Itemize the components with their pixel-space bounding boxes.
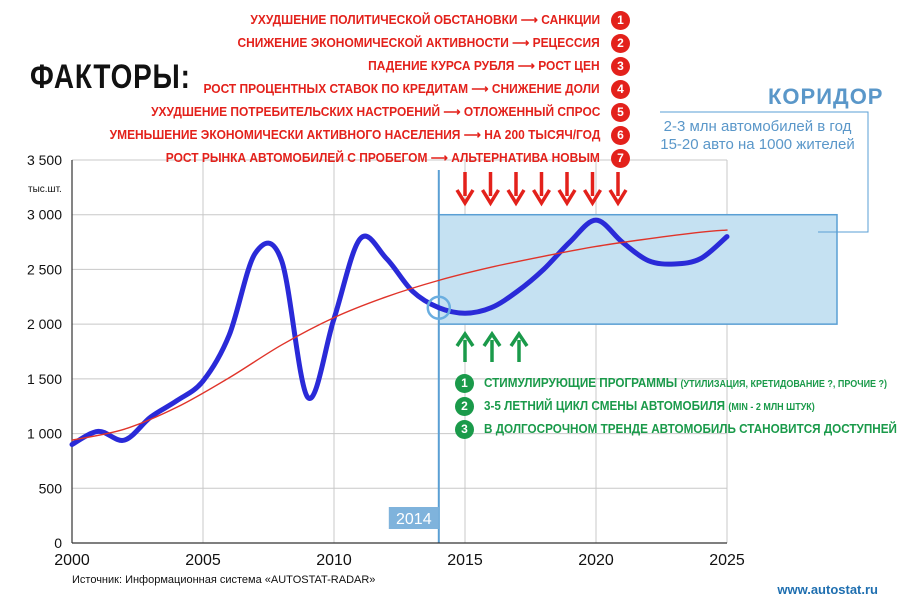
positive-factor-2: 3-5 ЛЕТНИЙ ЦИКЛ СМЕНЫ АВТОМОБИЛЯ (MIN - … [484, 398, 815, 413]
positive-factor-number: 1 [455, 374, 474, 393]
negative-arrow [583, 172, 602, 207]
corridor-title: КОРИДОР [768, 84, 884, 109]
marker-year-point [426, 295, 452, 320]
chart-series [69, 217, 730, 448]
negative-arrow-head [583, 189, 602, 207]
negative-arrow [481, 172, 500, 207]
series-market [69, 217, 730, 448]
negative-factor-number: 2 [611, 34, 630, 53]
negative-arrow [532, 172, 551, 207]
positive-factor-number: 3 [455, 420, 474, 439]
negative-factor-number: 7 [611, 149, 630, 168]
positive-arrow [482, 330, 502, 362]
y-tick-label: 0 [54, 535, 62, 551]
positive-arrow-head [509, 330, 529, 347]
negative-arrow-head [506, 189, 526, 207]
negative-arrow [455, 172, 475, 207]
negative-factor-6: УМЕНЬШЕНИЕ ЭКОНОМИЧЕСКИ АКТИВНОГО НАСЕЛЕ… [109, 127, 600, 142]
positive-arrow-head [482, 330, 502, 347]
marker-year-box [388, 507, 439, 529]
negative-factor-number: 3 [611, 57, 630, 76]
y-tick-label: 1 000 [27, 426, 62, 442]
source-note: Источник: Информационная система «AUTOST… [72, 574, 376, 586]
negative-factor-4: РОСТ ПРОЦЕНТНЫХ СТАВОК ПО КРЕДИТАМ ⟶ СНИ… [203, 81, 600, 96]
positive-arrow-head [455, 330, 475, 347]
marker-year-label: 2014 [396, 511, 432, 528]
negative-factor-2: СНИЖЕНИЕ ЭКОНОМИЧЕСКОЙ АКТИВНОСТИ ⟶ РЕЦЕ… [237, 35, 600, 50]
negative-factor-3: ПАДЕНИЕ КУРСА РУБЛЯ ⟶ РОСТ ЦЕН [368, 58, 600, 73]
negative-factor-number: 4 [611, 80, 630, 99]
positive-factor-note: (MIN - 2 МЛН ШТУК) [728, 402, 815, 413]
corridor-callout-line [660, 111, 869, 233]
corridor-line-1: 2-3 млн автомобилей в год [663, 118, 852, 135]
negative-factor-5: УХУДШЕНИЕ ПОТРЕБИТЕЛЬСКИХ НАСТРОЕНИЙ ⟶ О… [150, 104, 600, 119]
x-tick-label: 2005 [185, 552, 221, 569]
corridor-layer: 2014 [388, 111, 869, 543]
y-tick-label: 500 [39, 480, 63, 496]
negative-arrow [608, 172, 628, 207]
positive-factor-number: 2 [455, 397, 474, 416]
y-tick-label: 2 500 [27, 261, 62, 277]
positive-factor-3: В ДОЛГОСРОЧНОМ ТРЕНДЕ АВТОМОБИЛЬ СТАНОВИ… [484, 421, 897, 436]
positive-factor-note: (УТИЛИЗАЦИЯ, КРЕТИДОВАНИЕ ?, ПРОЧИЕ ?) [680, 379, 888, 390]
positive-arrow [455, 330, 475, 362]
y-tick-label: 3 000 [27, 207, 62, 223]
positive-factor-1: СТИМУЛИРУЮЩИЕ ПРОГРАММЫ (УТИЛИЗАЦИЯ, КРЕ… [484, 375, 888, 390]
negative-factor-number: 6 [611, 126, 630, 145]
negative-arrow [506, 172, 526, 207]
page-title: ФАКТОРЫ: [30, 58, 191, 96]
series-trend [71, 229, 728, 441]
y-tick-label: 3 500 [27, 152, 62, 168]
x-tick-label: 2020 [578, 552, 614, 569]
negative-factor-1: УХУДШЕНИЕ ПОЛИТИЧЕСКОЙ ОБСТАНОВКИ ⟶ САНК… [250, 12, 600, 27]
website-link[interactable]: www.autostat.ru [777, 582, 878, 597]
y-tick-label: 1 500 [27, 371, 62, 387]
corridor-band [438, 213, 838, 325]
corridor-description: 2-3 млн автомобилей в год 15-20 авто на … [650, 118, 865, 154]
negative-arrow-head [532, 189, 551, 207]
negative-arrow-head [481, 189, 500, 207]
negative-arrow [557, 172, 577, 207]
negative-factor-number: 1 [611, 11, 630, 30]
y-tick-label: 2 000 [27, 316, 62, 332]
chart-arrows [455, 172, 628, 362]
corridor-line-2: 15-20 авто на 1000 жителей [660, 136, 855, 153]
negative-arrow-head [455, 189, 475, 207]
x-tick-label: 2010 [316, 552, 352, 569]
negative-factor-number: 5 [611, 103, 630, 122]
chart-axes: 0 500 1 000 1 500 2 000 2 500 3 000 3 500 тыс.шт… [27, 152, 745, 569]
negative-arrow-head [557, 189, 577, 207]
x-tick-label: 2000 [54, 552, 90, 569]
y-axis-label: тыс.шт. [28, 184, 62, 195]
x-tick-label: 2015 [447, 552, 483, 569]
negative-factor-7: РОСТ РЫНКА АВТОМОБИЛЕЙ С ПРОБЕГОМ ⟶ АЛЬТ… [165, 150, 600, 165]
x-tick-label: 2025 [709, 552, 745, 569]
negative-arrow-head [608, 189, 628, 207]
positive-arrow [509, 330, 529, 362]
